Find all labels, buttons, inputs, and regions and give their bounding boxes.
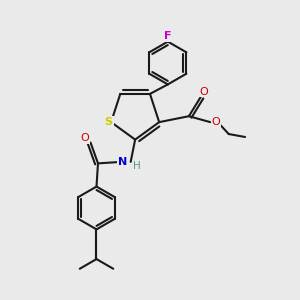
Text: S: S <box>105 117 113 127</box>
Text: H: H <box>133 161 141 171</box>
Text: N: N <box>118 157 127 167</box>
Text: F: F <box>164 31 172 41</box>
Text: O: O <box>81 133 90 143</box>
Text: O: O <box>200 86 208 97</box>
Text: O: O <box>212 117 220 127</box>
